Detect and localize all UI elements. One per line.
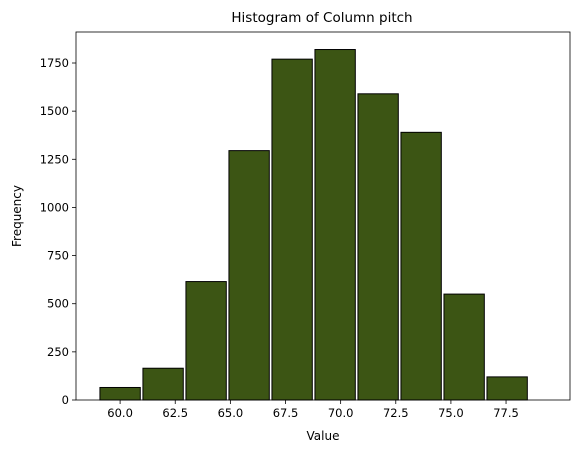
x-tick-label-8: 77.5 xyxy=(493,406,519,420)
x-axis-ticks: 60.0 62.5 65.0 67.5 70.0 72.5 75.0 77.5 xyxy=(107,400,519,420)
x-tick-label-2: 62.5 xyxy=(162,406,188,420)
bars-layer xyxy=(99,49,528,401)
x-tick-label-4: 67.5 xyxy=(273,406,299,420)
y-axis-ticks: 0 250 500 750 1000 1250 1500 1750 xyxy=(40,56,76,407)
histogram-bar-9 xyxy=(443,293,485,401)
chart-title: Histogram of Column pitch xyxy=(231,10,412,26)
histogram-bar-1 xyxy=(99,386,141,401)
histogram-bar-4 xyxy=(228,150,270,401)
y-tick-label-1: 0 xyxy=(62,393,69,407)
x-tick-label-3: 65.0 xyxy=(218,406,244,420)
histogram-bar-5 xyxy=(271,58,313,401)
plot-frame xyxy=(75,31,571,401)
histogram-bar-8 xyxy=(400,131,442,401)
y-tick-label-8: 1750 xyxy=(40,56,69,70)
histogram-bar-7 xyxy=(357,93,399,401)
y-tick-label-7: 1500 xyxy=(40,104,69,118)
histogram-bar-2 xyxy=(142,367,184,401)
histogram-bar-6 xyxy=(314,49,356,401)
x-tick-label-5: 70.0 xyxy=(328,406,354,420)
y-tick-label-5: 1000 xyxy=(40,200,69,214)
histogram-bar-10 xyxy=(486,376,528,401)
y-tick-label-4: 750 xyxy=(47,249,69,263)
x-tick-label-7: 75.0 xyxy=(438,406,464,420)
y-tick-label-3: 500 xyxy=(47,297,69,311)
x-tick-label-1: 60.0 xyxy=(107,406,133,420)
x-tick-label-6: 72.5 xyxy=(383,406,409,420)
y-tick-label-6: 1250 xyxy=(40,152,69,166)
y-tick-label-2: 250 xyxy=(47,345,69,359)
y-axis-label: Frequency xyxy=(10,185,24,247)
x-axis-label: Value xyxy=(307,429,340,443)
histogram-bar-3 xyxy=(185,281,227,401)
